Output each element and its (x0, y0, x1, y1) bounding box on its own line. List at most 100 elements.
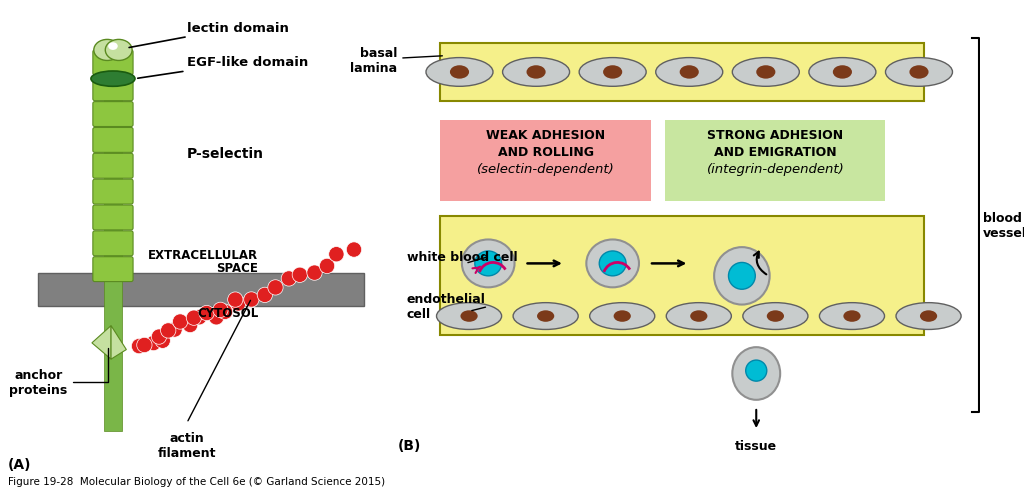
Ellipse shape (757, 66, 775, 80)
Text: P-selectin: P-selectin (186, 147, 263, 161)
Ellipse shape (909, 66, 929, 80)
Circle shape (152, 329, 167, 345)
Circle shape (329, 247, 344, 263)
Text: tissue: tissue (735, 439, 777, 452)
Circle shape (319, 259, 335, 274)
Ellipse shape (580, 59, 646, 87)
Circle shape (209, 310, 224, 325)
FancyBboxPatch shape (666, 121, 886, 202)
Circle shape (268, 280, 283, 296)
Circle shape (346, 242, 361, 258)
Circle shape (191, 310, 207, 325)
Ellipse shape (667, 303, 731, 330)
Circle shape (213, 303, 228, 318)
Text: CYTOSOL: CYTOSOL (198, 307, 258, 320)
Ellipse shape (833, 66, 852, 80)
Ellipse shape (537, 311, 554, 322)
Circle shape (307, 266, 323, 281)
Ellipse shape (94, 40, 121, 61)
Text: basal
lamina: basal lamina (350, 47, 442, 74)
Ellipse shape (732, 348, 780, 400)
Ellipse shape (462, 240, 514, 288)
Ellipse shape (503, 59, 569, 87)
Ellipse shape (91, 72, 135, 87)
FancyBboxPatch shape (93, 154, 133, 179)
Text: Figure 19-28  Molecular Biology of the Cell 6e (© Garland Science 2015): Figure 19-28 Molecular Biology of the Ce… (7, 476, 385, 486)
Ellipse shape (461, 311, 477, 322)
Ellipse shape (587, 240, 639, 288)
Text: STRONG ADHESION: STRONG ADHESION (708, 128, 844, 141)
Text: WEAK ADHESION: WEAK ADHESION (486, 128, 605, 141)
Text: (integrin-dependent): (integrin-dependent) (707, 163, 844, 176)
Text: EGF-like domain: EGF-like domain (137, 56, 308, 79)
Ellipse shape (728, 263, 756, 290)
FancyBboxPatch shape (93, 205, 133, 230)
Text: (selectin-dependent): (selectin-dependent) (477, 163, 614, 176)
Polygon shape (92, 326, 111, 359)
Ellipse shape (436, 303, 502, 330)
Ellipse shape (513, 303, 579, 330)
Ellipse shape (590, 303, 654, 330)
Circle shape (257, 288, 272, 303)
Circle shape (145, 336, 161, 351)
Circle shape (292, 268, 307, 283)
Circle shape (137, 338, 152, 353)
Circle shape (161, 323, 176, 339)
Ellipse shape (767, 311, 784, 322)
Ellipse shape (599, 252, 626, 276)
Ellipse shape (714, 247, 770, 305)
FancyBboxPatch shape (104, 59, 122, 431)
Text: (B): (B) (397, 438, 421, 452)
Text: actin
filament: actin filament (158, 431, 216, 459)
Ellipse shape (109, 43, 118, 51)
Ellipse shape (613, 311, 631, 322)
Circle shape (227, 293, 243, 308)
Circle shape (172, 314, 187, 330)
Text: white blood cell: white blood cell (407, 250, 517, 264)
Circle shape (155, 333, 170, 349)
Ellipse shape (809, 59, 876, 87)
FancyBboxPatch shape (93, 102, 133, 127)
Polygon shape (111, 326, 126, 359)
Polygon shape (741, 374, 771, 398)
Circle shape (217, 305, 232, 320)
FancyBboxPatch shape (93, 128, 133, 153)
Ellipse shape (920, 311, 937, 322)
Text: blood
vessel: blood vessel (983, 212, 1024, 239)
FancyBboxPatch shape (93, 231, 133, 256)
Circle shape (199, 306, 214, 321)
Text: EXTRACELLULAR: EXTRACELLULAR (148, 248, 258, 261)
Ellipse shape (745, 360, 767, 381)
Ellipse shape (680, 66, 698, 80)
FancyBboxPatch shape (93, 51, 133, 76)
FancyBboxPatch shape (440, 121, 651, 202)
Circle shape (131, 339, 146, 354)
Text: lectin domain: lectin domain (129, 22, 289, 49)
Ellipse shape (655, 59, 723, 87)
Text: anchor
proteins: anchor proteins (9, 348, 109, 396)
Text: endothelial
cell: endothelial cell (407, 293, 485, 321)
Circle shape (186, 311, 202, 326)
Ellipse shape (896, 303, 962, 330)
Text: AND EMIGRATION: AND EMIGRATION (714, 146, 837, 159)
FancyBboxPatch shape (93, 257, 133, 282)
Text: SPACE: SPACE (217, 262, 258, 275)
FancyBboxPatch shape (38, 274, 364, 307)
FancyBboxPatch shape (440, 216, 924, 336)
FancyBboxPatch shape (93, 77, 133, 102)
Ellipse shape (690, 311, 708, 322)
Circle shape (244, 292, 259, 308)
Circle shape (230, 296, 246, 312)
Ellipse shape (450, 66, 469, 80)
Circle shape (282, 271, 297, 287)
Ellipse shape (426, 59, 493, 87)
Circle shape (167, 322, 182, 338)
Ellipse shape (819, 303, 885, 330)
Ellipse shape (526, 66, 546, 80)
FancyBboxPatch shape (440, 44, 924, 102)
Text: (A): (A) (7, 457, 31, 471)
Ellipse shape (844, 311, 860, 322)
Ellipse shape (742, 303, 808, 330)
Circle shape (182, 318, 198, 333)
Ellipse shape (475, 252, 502, 276)
